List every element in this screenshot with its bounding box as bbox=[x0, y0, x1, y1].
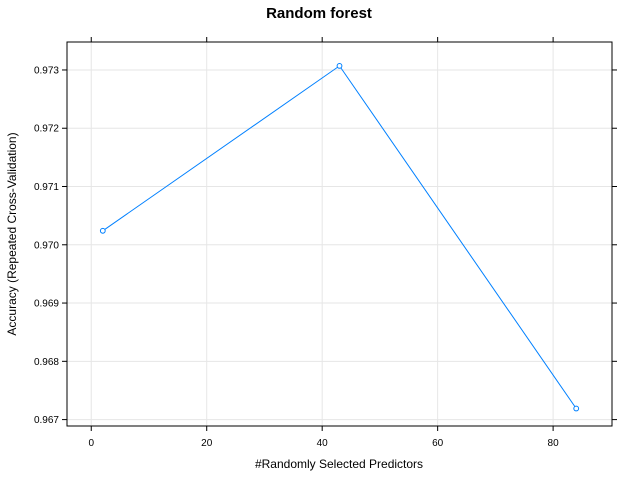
data-point bbox=[99, 227, 106, 234]
y-tick-label: 0.967 bbox=[34, 415, 59, 426]
chart-title: Random forest bbox=[266, 5, 372, 22]
y-tick-label: 0.973 bbox=[34, 65, 59, 76]
plot-frame bbox=[66, 41, 613, 427]
x-tick-label: 20 bbox=[201, 438, 213, 449]
y-tick-label: 0.970 bbox=[34, 240, 59, 251]
x-axis-label: #Randomly Selected Predictors bbox=[255, 457, 423, 471]
x-tick-label: 80 bbox=[548, 438, 560, 449]
data-point bbox=[336, 62, 343, 69]
y-tick-label: 0.969 bbox=[34, 299, 59, 310]
y-axis-label: Accuracy (Repeated Cross-Validation) bbox=[5, 132, 19, 335]
data-point bbox=[573, 405, 580, 412]
series-layer bbox=[99, 62, 580, 412]
y-tick-label: 0.972 bbox=[34, 124, 59, 135]
x-tick-label: 60 bbox=[432, 438, 444, 449]
x-tick-label: 0 bbox=[88, 438, 94, 449]
x-tick-label: 40 bbox=[317, 438, 329, 449]
series-line bbox=[102, 65, 577, 409]
axis-ticks: 0 20 40 60 80 0.967 0.968 0.969 0.970 0.971 0.972 0… bbox=[34, 37, 617, 449]
y-tick-label: 0.971 bbox=[34, 182, 59, 193]
grid bbox=[67, 42, 612, 426]
y-tick-label: 0.968 bbox=[34, 357, 59, 368]
